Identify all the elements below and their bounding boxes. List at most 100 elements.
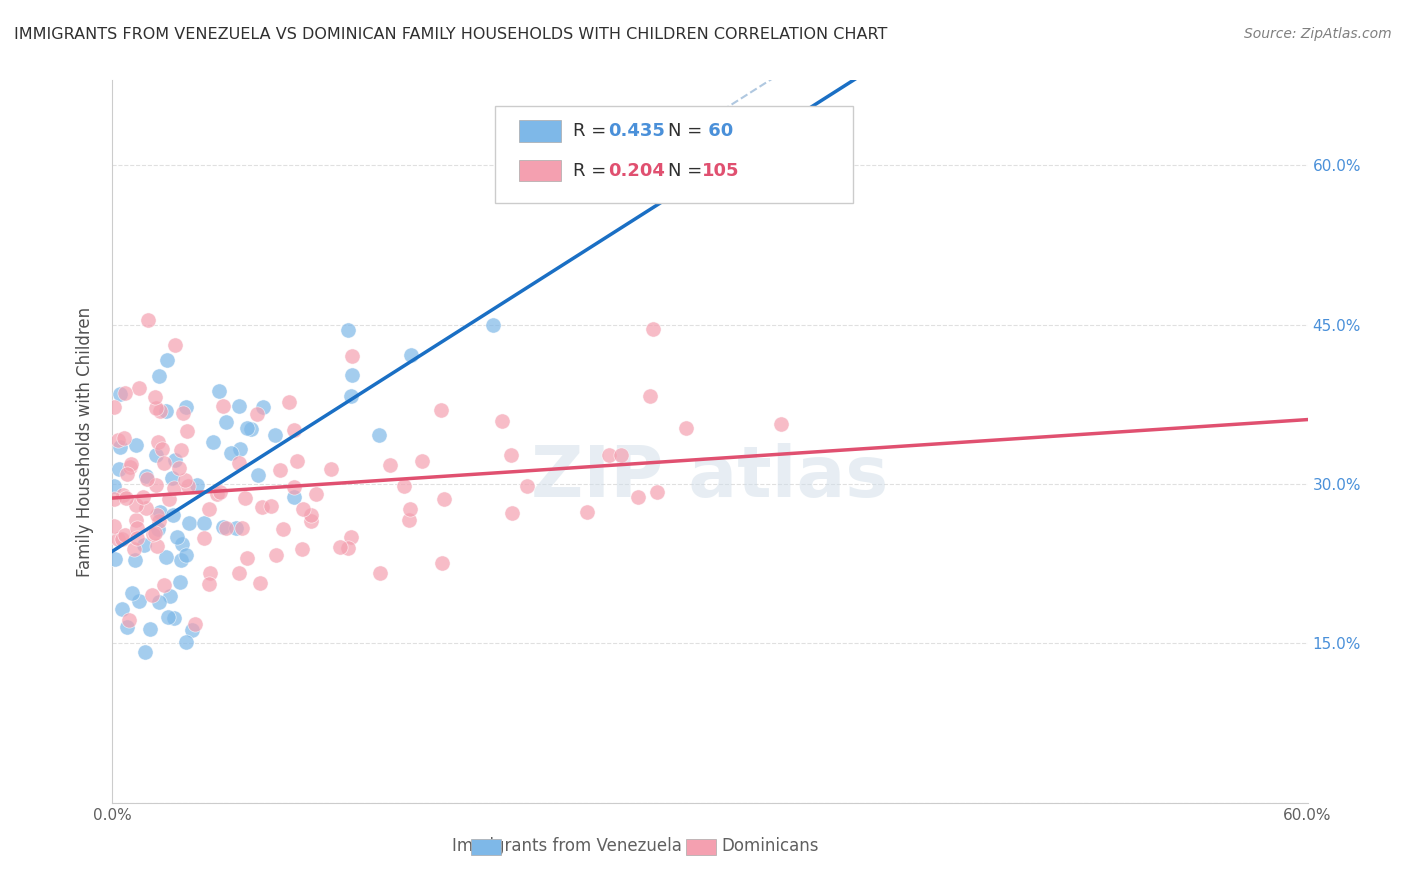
Point	[170, 552, 193, 566]
Point	[337, 541, 360, 555]
Text: R =: R =	[572, 161, 612, 179]
Point	[337, 323, 360, 337]
Point	[225, 521, 247, 535]
Point	[146, 539, 169, 553]
Point	[114, 528, 136, 542]
Text: IMMIGRANTS FROM VENEZUELA VS DOMINICAN FAMILY HOUSEHOLDS WITH CHILDREN CORRELATI: IMMIGRANTS FROM VENEZUELA VS DOMINICAN F…	[14, 27, 887, 42]
Point	[215, 415, 238, 429]
Point	[228, 566, 250, 580]
Text: N =: N =	[668, 122, 709, 140]
Point	[249, 575, 271, 590]
Point	[145, 478, 167, 492]
Point	[146, 522, 169, 536]
Point	[165, 453, 187, 467]
Point	[163, 481, 186, 495]
Point	[111, 533, 134, 547]
Point	[432, 491, 454, 506]
Point	[128, 381, 150, 395]
Point	[215, 521, 238, 535]
Text: 0.204: 0.204	[609, 161, 665, 179]
Point	[128, 593, 150, 607]
Point	[132, 538, 155, 552]
Point	[148, 515, 170, 529]
Point	[250, 500, 273, 514]
Point	[163, 611, 186, 625]
Point	[146, 435, 169, 450]
Point	[145, 449, 167, 463]
Point	[198, 566, 221, 581]
Point	[329, 540, 352, 554]
Point	[231, 521, 253, 535]
Text: Source: ZipAtlas.com: Source: ZipAtlas.com	[1244, 27, 1392, 41]
Point	[124, 541, 146, 556]
Point	[145, 401, 167, 416]
Point	[239, 422, 262, 436]
Point	[103, 479, 125, 493]
Point	[176, 548, 198, 562]
Point	[103, 491, 125, 506]
Point	[134, 645, 156, 659]
Text: 105: 105	[702, 161, 740, 179]
Point	[228, 399, 250, 413]
Point	[115, 491, 138, 505]
Point	[219, 446, 242, 460]
Point	[264, 549, 287, 563]
Y-axis label: Family Households with Children: Family Households with Children	[76, 307, 94, 576]
Point	[299, 514, 322, 528]
Point	[138, 313, 160, 327]
Point	[155, 404, 177, 418]
Point	[159, 589, 181, 603]
Point	[260, 499, 283, 513]
Point	[208, 484, 231, 499]
Text: ZIP atlas: ZIP atlas	[531, 443, 889, 512]
Point	[179, 516, 201, 531]
Point	[205, 487, 228, 501]
Point	[399, 501, 422, 516]
Point	[368, 566, 391, 580]
Point	[233, 491, 256, 505]
Text: 0.435: 0.435	[609, 122, 665, 140]
FancyBboxPatch shape	[686, 838, 716, 855]
Point	[399, 348, 422, 362]
Point	[114, 386, 136, 401]
Point	[429, 402, 451, 417]
Point	[120, 457, 142, 471]
Point	[627, 490, 650, 504]
Point	[124, 553, 146, 567]
Point	[236, 421, 259, 435]
Point	[169, 574, 191, 589]
Point	[174, 634, 197, 648]
Point	[645, 484, 668, 499]
Point	[107, 433, 129, 447]
Point	[148, 369, 170, 384]
Point	[135, 469, 157, 483]
Point	[211, 400, 233, 414]
Point	[193, 531, 215, 545]
FancyBboxPatch shape	[495, 105, 853, 203]
Point	[176, 424, 198, 438]
Point	[125, 513, 148, 527]
Point	[201, 434, 224, 449]
Point	[163, 338, 186, 352]
Point	[283, 480, 305, 494]
Point	[174, 401, 197, 415]
Point	[173, 473, 195, 487]
Point	[120, 460, 142, 475]
Point	[170, 537, 193, 551]
Point	[108, 461, 131, 475]
Point	[277, 395, 299, 409]
Point	[153, 456, 176, 470]
Point	[432, 556, 454, 570]
Text: R =: R =	[572, 122, 612, 140]
Point	[184, 616, 207, 631]
Point	[125, 438, 148, 452]
Point	[339, 531, 361, 545]
Point	[246, 407, 269, 421]
Point	[127, 521, 149, 535]
Point	[135, 501, 157, 516]
Point	[291, 542, 314, 557]
Point	[321, 462, 343, 476]
Point	[392, 479, 415, 493]
Point	[283, 491, 305, 505]
Point	[149, 505, 172, 519]
